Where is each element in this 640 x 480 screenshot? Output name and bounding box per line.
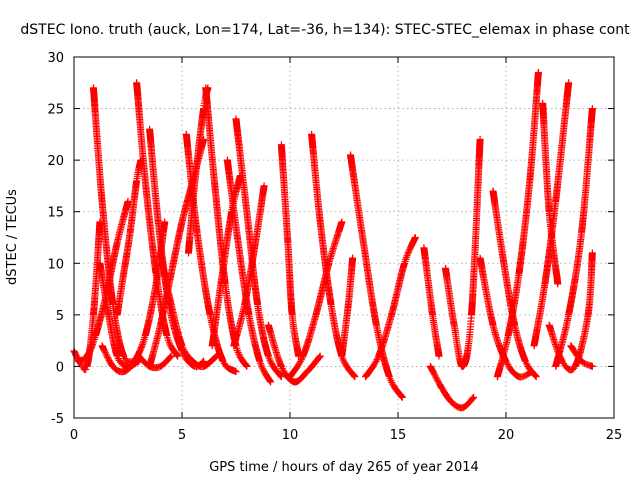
series-25: [362, 234, 419, 381]
y-axis-ticks: -5 0 5 10 15 20 25 30: [47, 51, 614, 427]
series-marks: [493, 69, 542, 381]
series-marks: [230, 182, 268, 350]
series-23: [338, 254, 357, 360]
series-27: [426, 362, 478, 412]
series-4: [96, 259, 143, 370]
series-marks: [442, 136, 484, 370]
y-axis-label: dSTEC / TECUs: [5, 189, 20, 285]
series-marks: [567, 342, 596, 370]
x-axis-label: GPS time / hours of day 265 of year 2014: [209, 460, 479, 475]
y-tick-label: 25: [47, 103, 64, 118]
series-28: [442, 136, 484, 370]
series-6: [113, 156, 145, 319]
x-tick-label: 5: [178, 428, 186, 443]
series-marks: [133, 79, 182, 360]
y-tick-label: 30: [47, 51, 64, 66]
series-33: [530, 79, 573, 350]
y-tick-label: 5: [56, 309, 64, 324]
series-11: [156, 249, 221, 371]
y-tick-label: 0: [56, 360, 64, 375]
series-26: [420, 244, 443, 360]
series-marks: [530, 79, 573, 350]
y-tick-label: 10: [47, 257, 64, 272]
x-axis-ticks: 0 5 10 15 20 25: [70, 57, 622, 443]
series-31: [493, 69, 542, 381]
plot-frame: [73, 56, 615, 419]
series-17: [232, 115, 285, 381]
series-marks: [338, 254, 357, 360]
series-marks: [113, 156, 145, 319]
series-34: [552, 105, 596, 370]
x-tick-label: 20: [498, 428, 515, 443]
y-tick-label: -5: [51, 412, 64, 427]
series-marks: [426, 362, 478, 412]
chart-title: dSTEC Iono. truth (auck, Lon=174, Lat=-3…: [20, 22, 630, 38]
x-tick-label: 0: [70, 428, 78, 443]
data-points: [70, 69, 596, 412]
series-36: [567, 342, 596, 370]
y-tick-label: 20: [47, 154, 64, 169]
x-tick-label: 15: [390, 428, 407, 443]
series-marks: [545, 249, 596, 374]
series-18: [230, 182, 268, 350]
series-marks: [420, 244, 443, 360]
series-35: [545, 249, 596, 374]
x-tick-label: 25: [606, 428, 623, 443]
series-20: [277, 141, 303, 360]
series-marks: [96, 259, 143, 370]
y-tick-label: 15: [47, 206, 64, 221]
series-marks: [156, 249, 221, 371]
series-marks: [552, 105, 596, 370]
series-marks: [362, 234, 419, 381]
series-marks: [232, 115, 285, 381]
series-marks: [277, 141, 303, 360]
series-7: [133, 79, 182, 360]
x-tick-label: 10: [282, 428, 299, 443]
